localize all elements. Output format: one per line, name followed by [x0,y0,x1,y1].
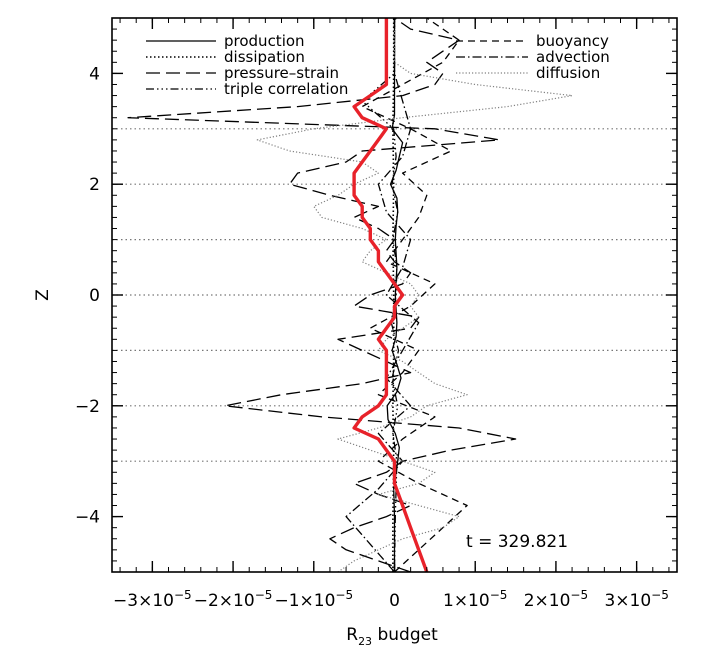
legend-label: diffusion [536,64,600,82]
y-tick-label: 0 [89,286,100,306]
y-tick-label: 4 [89,64,100,84]
x-tick-exponent: −5 [174,588,192,602]
series-layer [127,17,573,573]
x-axis-label-suffix: budget [372,625,438,645]
legend-label: production [224,32,305,50]
legend-label: dissipation [224,48,305,66]
x-tick-label: −3×10−5 [113,588,192,611]
x-tick-label: −2×10−5 [194,588,273,611]
x-tick-exponent: −5 [335,588,353,602]
x-tick-mantissa: 1×10 [443,591,490,611]
legend-label: pressure–strain [224,64,339,82]
x-tick-label: 2×10−5 [524,588,588,611]
y-tick-label: −4 [75,508,100,528]
series-diffusion [256,18,573,573]
x-axis-label-subscript: 23 [358,635,372,648]
x-tick-mantissa: −3×10 [113,591,174,611]
legend-label: advection [536,48,610,66]
legend-label: buoyancy [536,32,609,50]
x-axis-label-main: R [346,625,358,645]
legend-label: triple correlation [224,80,348,98]
x-tick-exponent: −5 [570,588,588,602]
x-tick-label: 1×10−5 [443,588,507,611]
x-tick-mantissa: 0 [389,591,400,611]
series-pressure-strain [127,17,517,573]
series-advection [345,18,420,573]
x-axis-label: R23 budget [346,625,438,648]
x-tick-mantissa: −1×10 [274,591,335,611]
x-tick-exponent: −5 [490,588,508,602]
x-tick-mantissa: −2×10 [194,591,255,611]
x-tick-exponent: −5 [651,588,669,602]
legend: productiondissipationpressure–straintrip… [146,32,610,98]
series-highlight [352,18,429,573]
axes: −3×10−5 −2×10−5 −1×10−5 0 1×10−5 2×10−5 3×10−5… [75,18,677,611]
x-tick-mantissa: 2×10 [524,591,571,611]
x-tick-exponent: −5 [255,588,273,602]
x-tick-mantissa: 3×10 [604,591,651,611]
x-tick-label: −1×10−5 [274,588,353,611]
y-tick-label: 2 [89,175,100,195]
x-tick-label: 0 [389,591,400,611]
time-annotation: t = 329.821 [466,532,568,552]
y-axis-label: Z [33,289,53,301]
series-triple-correlation [361,18,400,573]
y-tick-label: −2 [75,397,100,417]
series-buoyancy [361,17,468,573]
x-tick-label: 3×10−5 [604,588,668,611]
